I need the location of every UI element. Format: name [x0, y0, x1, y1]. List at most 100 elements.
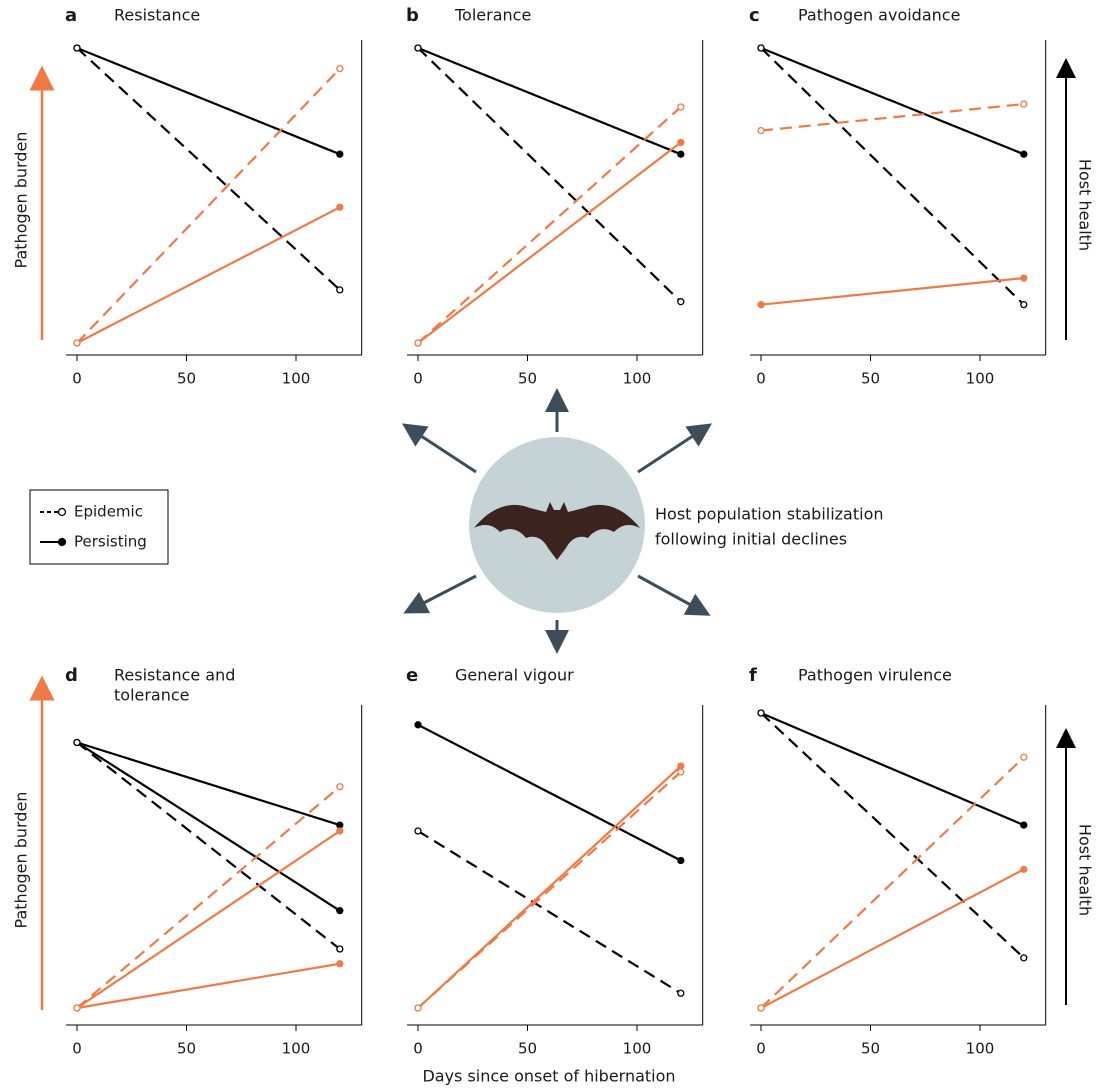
series-line	[76, 830, 341, 1009]
center-text: Host population stabilization	[655, 505, 884, 524]
series-line	[76, 785, 341, 1009]
x-tick-label: 50	[518, 370, 537, 388]
series-point	[414, 1004, 422, 1012]
series-point	[1020, 300, 1028, 309]
series-line	[76, 741, 341, 950]
series-line	[760, 756, 1025, 1009]
panel-title: Pathogen virulence	[798, 666, 952, 685]
series-point	[336, 203, 344, 211]
x-tick-label: 0	[413, 370, 423, 388]
legend-marker	[57, 537, 67, 547]
panel-title: Pathogen avoidance	[798, 6, 960, 25]
x-tick-label: 50	[177, 370, 196, 388]
legend-label: Persisting	[74, 533, 147, 551]
panel-letter: d	[65, 665, 78, 686]
legend: Epidemic Persisting	[40, 503, 147, 551]
x-tick-label: 0	[756, 1040, 766, 1058]
series-point	[336, 286, 344, 294]
series-point	[336, 150, 344, 158]
series-line	[760, 102, 1024, 132]
center-text: following initial declines	[655, 530, 847, 549]
panel-letter: e	[406, 665, 418, 686]
series-line	[417, 723, 682, 862]
panel-letter: f	[749, 665, 757, 686]
series-line	[417, 47, 682, 303]
x-tick-label: 0	[72, 370, 82, 388]
series-point	[336, 65, 344, 73]
series-point	[73, 738, 81, 747]
x-tick-label: 100	[966, 370, 995, 388]
panel-letter: c	[749, 5, 760, 26]
series-point	[757, 1004, 765, 1012]
series-line	[417, 141, 682, 344]
legend-box	[29, 489, 169, 565]
series-line	[760, 47, 1025, 306]
series-point	[757, 126, 765, 135]
series-point	[73, 1004, 81, 1012]
series-line	[760, 46, 1025, 156]
panel-title: Tolerance	[454, 6, 531, 25]
series-point	[1020, 753, 1028, 761]
series-line	[76, 741, 341, 827]
series-line	[76, 962, 340, 1010]
x-tick-label: 100	[623, 1040, 652, 1058]
x-tick-label: 100	[623, 370, 652, 388]
panel-title: General vigour	[455, 666, 574, 685]
series-line	[417, 765, 682, 1009]
series-point	[1020, 100, 1028, 108]
y-label-left: Pathogen burden	[12, 132, 31, 269]
series-point	[757, 709, 765, 717]
series-point	[414, 721, 422, 729]
panel-title: Resistance and	[114, 666, 235, 685]
series-point	[336, 960, 344, 968]
series-point	[677, 768, 685, 776]
legend-label: Epidemic	[74, 503, 143, 521]
legend-marker	[57, 507, 67, 517]
series-line	[417, 771, 682, 1009]
series-point	[414, 339, 422, 347]
series-point	[1020, 821, 1028, 829]
panel-title: tolerance	[114, 686, 190, 705]
series-point	[677, 856, 685, 865]
panel-letter: a	[65, 5, 77, 26]
x-tick-label: 0	[756, 370, 766, 388]
y-label-left: Pathogen burden	[12, 792, 31, 929]
series-point	[336, 945, 344, 953]
x-axis-label: Days since onset of hibernation	[422, 1067, 675, 1086]
panel-title: Resistance	[114, 6, 200, 25]
series-line	[760, 277, 1024, 306]
series-point	[677, 150, 685, 158]
series-point	[336, 907, 344, 915]
series-point	[677, 762, 685, 770]
x-tick-label: 50	[518, 1040, 537, 1058]
x-tick-label: 50	[861, 1040, 880, 1058]
series-line	[417, 106, 682, 344]
x-tick-label: 100	[282, 1040, 311, 1058]
x-tick-label: 50	[861, 370, 880, 388]
center-arrows	[401, 388, 713, 654]
series-line	[76, 46, 341, 156]
series-point	[414, 827, 422, 835]
series-point	[677, 138, 685, 147]
series-line	[76, 741, 341, 912]
y-label-right: Host health	[1076, 824, 1095, 916]
y-label-right: Host health	[1076, 159, 1095, 251]
series-point	[677, 103, 685, 111]
series-point	[1020, 954, 1028, 962]
series-point	[336, 821, 344, 829]
series-point	[757, 44, 765, 52]
series-line	[760, 712, 1025, 959]
x-tick-label: 100	[966, 1040, 995, 1058]
x-tick-label: 100	[282, 370, 311, 388]
series-point	[757, 300, 765, 309]
panel-letter: b	[406, 5, 419, 26]
series-line	[76, 47, 341, 291]
series-point	[73, 44, 81, 52]
series-point	[677, 298, 685, 306]
x-tick-label: 0	[413, 1040, 423, 1058]
series-point	[677, 989, 685, 997]
series-point	[73, 339, 81, 347]
x-tick-label: 50	[177, 1040, 196, 1058]
series-line	[760, 711, 1025, 827]
